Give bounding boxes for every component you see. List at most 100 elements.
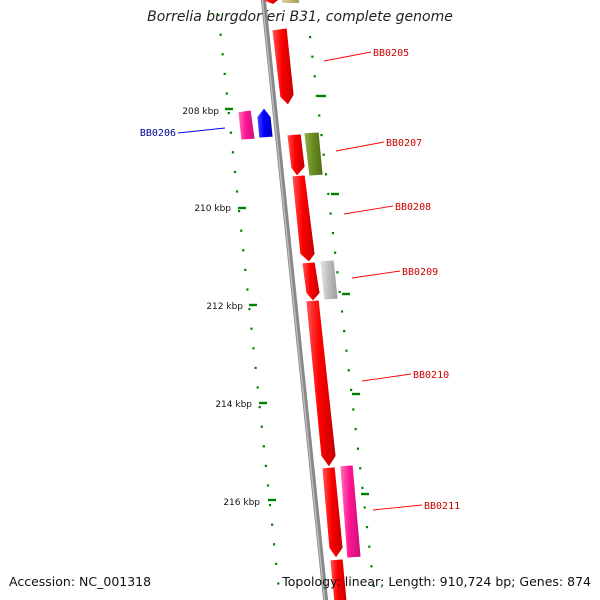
minor-tick-dot — [318, 114, 321, 117]
minor-tick-dot — [347, 369, 350, 372]
minor-tick-dot — [372, 584, 375, 587]
leader-bb0207 — [335, 141, 385, 152]
minor-tick-dot — [313, 75, 316, 78]
minor-tick-dot — [250, 327, 253, 330]
minor-tick-dot — [217, 14, 220, 17]
minor-tick-dot — [219, 33, 222, 36]
right-track-dashes — [318, 94, 369, 496]
minor-tick-dot — [370, 565, 373, 568]
minor-tick-dot — [361, 486, 364, 489]
gene-feature-bb0211 — [321, 466, 344, 559]
minor-tick-dot — [236, 190, 239, 193]
gene-label-bb0206: BB0206 — [140, 128, 176, 139]
minor-tick-dot — [345, 349, 348, 352]
genes-label: Genes: — [519, 574, 564, 589]
minor-tick-dot — [273, 543, 276, 546]
gene-feature-bb0208 — [291, 174, 316, 263]
leader-bb0211 — [372, 504, 423, 511]
gene-label-bb0208: BB0208 — [395, 202, 431, 213]
accession-value: NC_001318 — [79, 574, 152, 589]
feature-olive — [303, 131, 324, 177]
feature-partial-top-khaki — [282, 0, 299, 3]
gene-feature-bb0210 — [305, 299, 337, 468]
tick-dot-tracks — [217, 14, 375, 587]
minor-tick-dot — [327, 192, 330, 195]
gene-feature-bb0205 — [271, 27, 295, 106]
length-value: 910,724 bp; — [439, 574, 516, 589]
gene-feature-bb0207 — [286, 133, 306, 177]
minor-tick-dot — [354, 428, 357, 431]
minor-tick-dot — [258, 406, 261, 409]
minor-tick-dot — [350, 388, 353, 391]
minor-tick-dot — [262, 445, 265, 448]
minor-tick-dot — [356, 447, 359, 450]
minor-tick-dot — [324, 173, 328, 176]
minor-tick-dot — [227, 112, 230, 115]
minor-tick-dot — [246, 288, 249, 291]
minor-tick-dot — [240, 229, 243, 232]
minor-tick-dot — [277, 582, 280, 585]
tick-label-208: 208 kbp — [182, 107, 219, 117]
topology-label: Topology: — [282, 574, 341, 589]
minor-tick-dot — [231, 151, 234, 154]
minor-tick-dot — [340, 310, 344, 313]
gene-feature-bb0209 — [301, 261, 321, 302]
minor-tick-dot — [260, 425, 263, 428]
minor-tick-dot — [268, 504, 272, 507]
gene-feature-bb0206 — [256, 107, 274, 139]
gene-label-bb0205: BB0205 — [373, 48, 409, 59]
minor-tick-dot — [338, 290, 341, 293]
minor-tick-dot — [334, 251, 337, 254]
minor-tick-dot — [221, 53, 224, 56]
gene-labels: BB0205 BB0206 BB0207 BB0208 BB0209 BB021… — [140, 48, 460, 512]
tick-label-216: 216 kbp — [223, 498, 260, 508]
summary-line: Topology: linear; Length: 910,724 bp; Genes:… — [282, 574, 591, 589]
minor-tick-dot — [368, 545, 371, 548]
minor-tick-dot — [336, 271, 339, 274]
minor-tick-dot — [343, 330, 346, 333]
gene-label-bb0211: BB0211 — [424, 501, 460, 512]
map-title: Borrelia burgdorferi B31, complete genom… — [147, 9, 453, 25]
gene-feature-partial-top — [263, 0, 278, 4]
feature-grey — [319, 259, 339, 301]
minor-tick-dot — [365, 526, 369, 529]
gene-label-bb0209: BB0209 — [402, 267, 438, 278]
minor-tick-dot — [352, 408, 355, 411]
minor-tick-dot — [248, 308, 251, 311]
gene-label-bb0207: BB0207 — [386, 138, 422, 149]
minor-tick-dot — [322, 153, 325, 156]
minor-tick-dot — [254, 366, 257, 369]
minor-tick-dot — [266, 484, 270, 487]
minor-tick-dot — [223, 72, 226, 75]
minor-tick-dot — [256, 386, 259, 389]
minor-tick-dot — [244, 268, 247, 271]
minor-tick-dot — [225, 92, 228, 95]
leader-bb0210 — [361, 373, 412, 382]
major-ticks: 208 kbp 210 kbp 212 kbp 214 kbp 216 kbp — [182, 107, 276, 508]
accession-line: Accession: NC_001318 — [9, 574, 151, 589]
minor-tick-dot — [309, 36, 312, 39]
minor-tick-dot — [264, 464, 267, 467]
backbone — [260, 0, 329, 600]
gene-label-bb0210: BB0210 — [413, 370, 449, 381]
gene-feature-partial-bottom — [329, 558, 348, 600]
minor-tick-dot — [275, 562, 278, 565]
minor-tick-dot — [359, 467, 362, 470]
accession-label: Accession: — [9, 574, 76, 589]
leader-bb0209 — [351, 270, 401, 279]
topology-value: linear; — [344, 574, 385, 589]
minor-tick-dot — [315, 94, 318, 97]
features — [237, 0, 362, 600]
minor-tick-dot — [363, 506, 366, 509]
minor-tick-dot — [311, 55, 314, 58]
minor-tick-dot — [320, 134, 323, 137]
minor-tick-dot — [233, 170, 237, 173]
feature-pink-left — [237, 109, 256, 141]
tick-label-214: 214 kbp — [215, 400, 252, 410]
minor-tick-dot — [329, 212, 332, 215]
leader-bb0208 — [343, 205, 394, 215]
minor-tick-dot — [331, 232, 334, 235]
leader-bb0205 — [323, 51, 372, 62]
minor-tick-dot — [229, 131, 232, 134]
